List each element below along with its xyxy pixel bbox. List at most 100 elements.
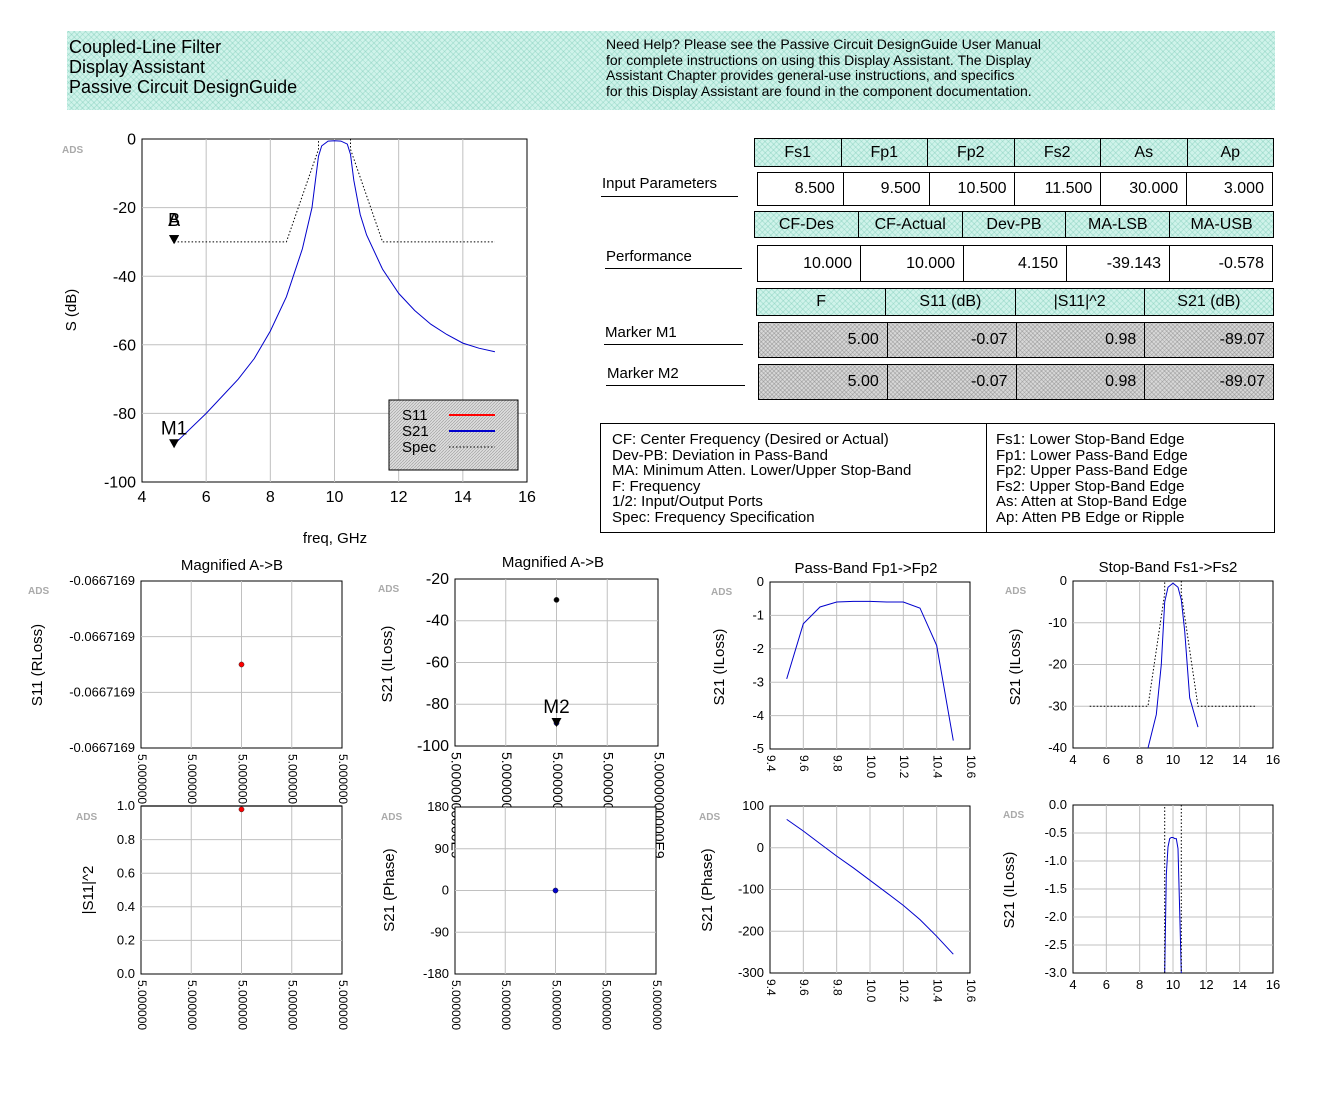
marker-header: F S11 (dB) |S11|^2 S21 (dB) [756, 288, 1274, 316]
x-tick-label: 12 [390, 489, 408, 506]
plot-area [1164, 805, 1182, 973]
plot-area [173, 139, 496, 445]
y-tick-label: 0 [442, 883, 449, 898]
x-tick-label: 6 [1103, 752, 1110, 767]
x-tick-label: 8 [266, 489, 275, 506]
y-axis-label: S21 (Phase) [699, 848, 716, 931]
legend-line: Fs2: Upper Stop-Band Edge [996, 477, 1185, 495]
y-tick-label: 0.0 [1049, 797, 1067, 812]
input-params-header: Fs1 Fp1 Fp2 Fs2 As Ap [754, 138, 1274, 167]
header-banner: Coupled-Line Filter Display Assistant Pa… [67, 31, 1275, 110]
input-params-label: Input Parameters [602, 175, 718, 192]
chart-passband: 9.4 9.6 9.8 10.0 10.2 10.4 10.6 0 -1 -2 -3 -4 -5 ADS P… [711, 560, 978, 779]
legend-entry-spec: Spec [402, 439, 437, 456]
y-tick-label: -0.5 [1045, 825, 1067, 840]
value-cell: -0.07 [886, 323, 1016, 357]
chart-title: Magnified A->B [181, 557, 283, 574]
y-tick-label: -10 [1048, 615, 1067, 630]
x-tick-label: 12 [1199, 752, 1213, 767]
header-cell: CF-Des [778, 215, 834, 233]
y-tick-label: 180 [427, 799, 449, 814]
chart-s11rloss: 5.000000 5.000000 5.000000 5.000000 5.000000… [28, 557, 350, 804]
y-tick-label: 0.2 [117, 933, 135, 948]
legend-left-column: CF: Center Frequency (Desired or Actual)… [612, 432, 911, 526]
x-tick-label: 10.0 [864, 979, 878, 1003]
x-tick-label: 16 [518, 489, 536, 506]
value-cell: 10.000 [803, 254, 852, 272]
header-cell: S11 (dB) [885, 289, 1014, 315]
value-cell: 0.98 [1015, 365, 1145, 399]
title-line: Coupled-Line Filter [69, 37, 222, 57]
y-tick-label: 0.6 [117, 865, 135, 880]
x-tick-label: 5.000000 [449, 980, 463, 1030]
x-tick-label: 4 [1069, 977, 1076, 992]
y-tick-label: -1.0 [1045, 853, 1067, 868]
y-tick-label: 0.8 [117, 832, 135, 847]
chart-stopband: 4 6 8 10 12 14 16 0 -10 -20 -30 -40 ADS Stop-Band Fs1… [1005, 559, 1280, 767]
ads-logo: ADS [381, 812, 402, 823]
x-tick-label: 10.4 [930, 979, 944, 1003]
marker-m1-row: 5.00 -0.07 0.98 -89.07 [758, 322, 1274, 358]
label-underline [605, 268, 742, 269]
legend-line: Fp1: Lower Pass-Band Edge [996, 446, 1188, 464]
legend-entry-s11: S11 [402, 407, 428, 424]
x-tick-label: 5.000000 [336, 980, 350, 1030]
value-cell: 5.00 [847, 373, 879, 390]
label-underline [601, 196, 738, 197]
help-line: Assistant Chapter provides general-use i… [606, 67, 1015, 83]
y-axis-label: S11 (RLoss) [29, 624, 46, 706]
chart-passphase: 9.4 9.6 9.8 10.0 10.2 10.4 10.6 100 0 -100 -200 -30… [699, 798, 978, 1002]
ads-logo: ADS [62, 145, 83, 156]
y-tick-label: -60 [426, 654, 449, 671]
y-tick-label: 0 [757, 840, 764, 855]
y-tick-label: 0 [1060, 573, 1067, 588]
marker-triangle [169, 235, 180, 245]
marker-triangle [551, 718, 562, 728]
performance-header: CF-Des CF-Actual Dev-PB MA-LSB MA-USB [754, 211, 1274, 238]
ads-logo: ADS [378, 584, 399, 595]
ads-logo: ADS [1005, 586, 1026, 597]
legend-line: CF: Center Frequency (Desired or Actual) [612, 431, 889, 448]
y-tick-label: 0 [757, 574, 764, 589]
y-tick-label: -5 [752, 741, 764, 756]
input-params-values: 8.500 9.500 10.500 11.500 30.000 3.000 [757, 172, 1273, 206]
y-axis-label: S21 (Phase) [381, 848, 398, 931]
y-tick-label: -40 [113, 269, 136, 286]
x-tick-label: 14 [1232, 977, 1246, 992]
legend-divider [986, 424, 987, 532]
y-tick-label: -20 [113, 200, 136, 217]
x-tick-label: 8 [1136, 977, 1143, 992]
x-tick-label: 8 [1136, 752, 1143, 767]
y-tick-label: -1.5 [1045, 881, 1067, 896]
y-tick-label: -2.0 [1045, 909, 1067, 924]
chart-title: Pass-Band Fp1->Fp2 [795, 560, 938, 577]
help-line: for complete instructions on using this … [606, 51, 1032, 68]
ads-logo: ADS [699, 812, 720, 823]
y-tick-label: 0.4 [117, 899, 135, 914]
y-tick-label: -20 [426, 571, 449, 588]
title-line: Passive Circuit DesignGuide [69, 77, 298, 97]
x-tick-label: 9.8 [830, 755, 844, 772]
x-tick-label: 5.000000 [135, 980, 149, 1030]
legend-line: Dev-PB: Deviation in Pass-Band [612, 446, 828, 464]
y-tick-label: -0.0667169 [69, 629, 135, 644]
data-point [553, 597, 560, 603]
y-tick-label: -80 [113, 406, 136, 423]
y-tick-label: -100 [417, 738, 449, 755]
header-cell: CF-Actual [857, 212, 962, 237]
ads-logo: ADS [711, 587, 732, 598]
x-tick-label: 5.000000 [185, 980, 199, 1030]
y-tick-label: 0.0 [117, 966, 135, 981]
value-cell: 11.500 [1014, 173, 1100, 205]
x-tick-label: 12 [1199, 977, 1213, 992]
header-cell: Fp2 [927, 139, 1014, 166]
x-tick-label: 6 [1103, 977, 1110, 992]
data-point [238, 661, 245, 668]
x-tick-label: 9.4 [764, 979, 778, 996]
legend-line: 1/2: Input/Output Ports [612, 493, 763, 511]
value-cell: 10.500 [928, 173, 1015, 205]
legend-line: F: Frequency [612, 477, 701, 495]
legend-entry-s21: S21 [402, 423, 429, 440]
